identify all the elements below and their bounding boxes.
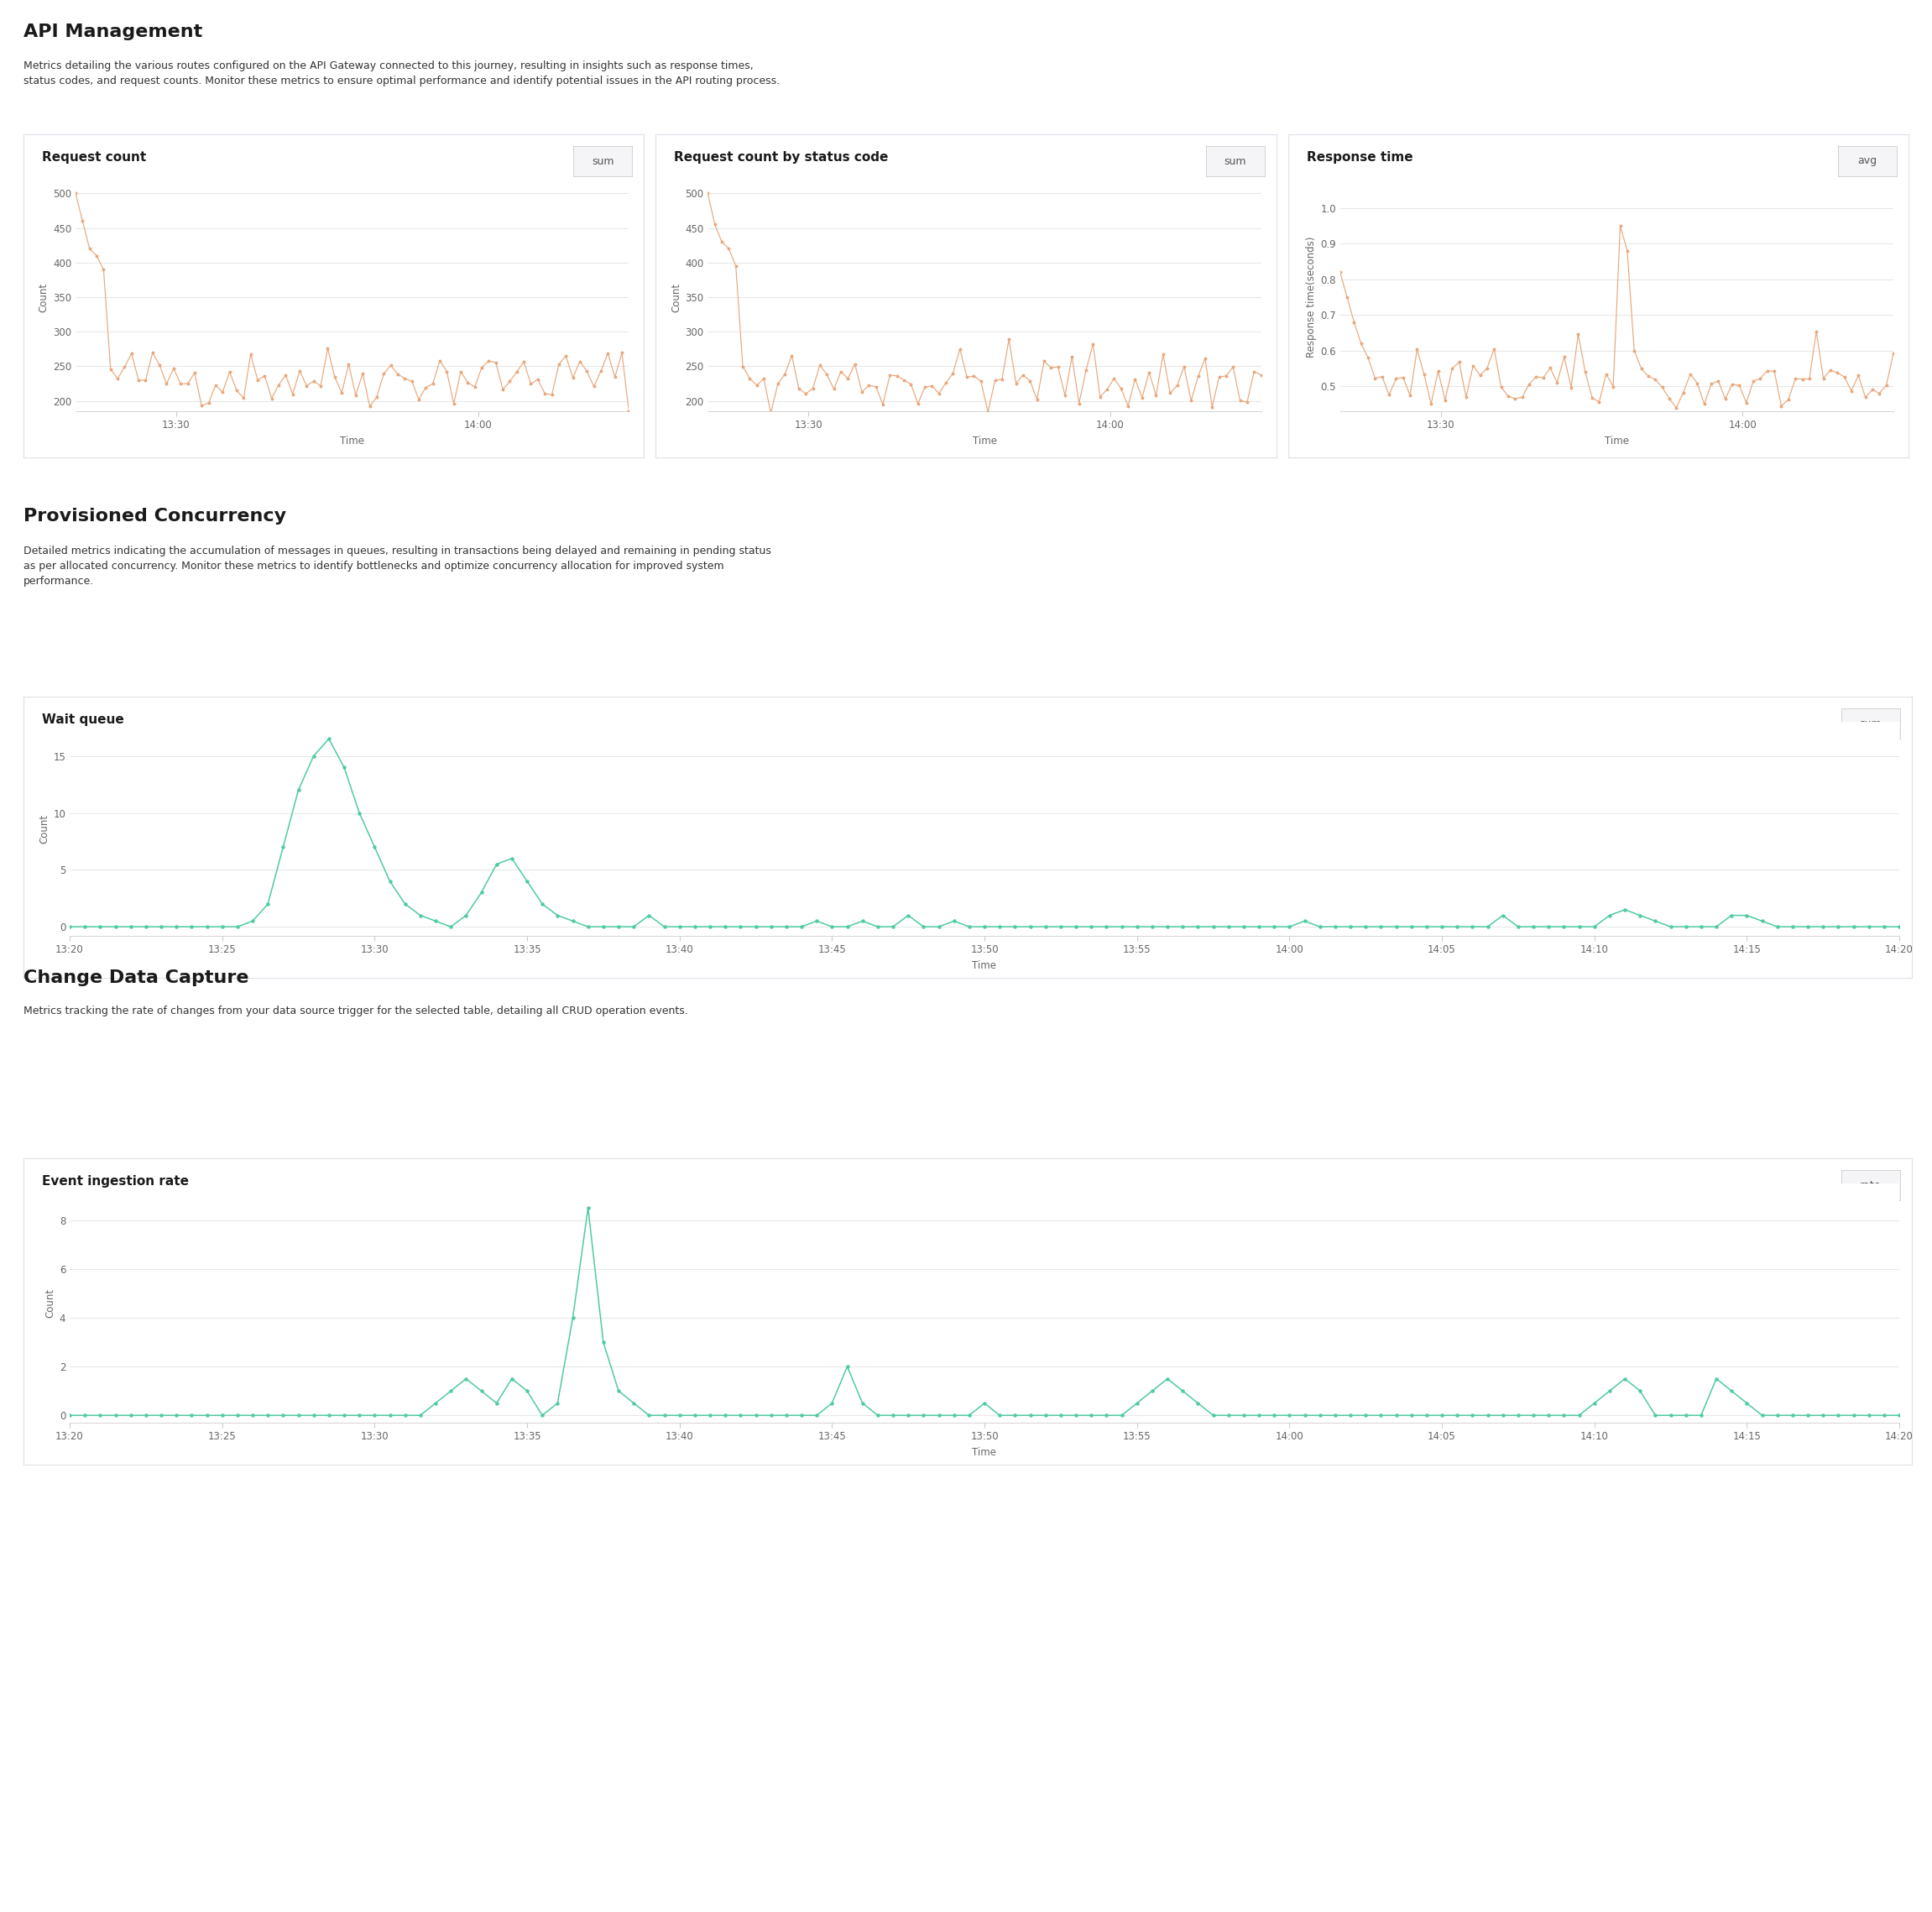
Text: rate: rate — [1861, 1180, 1882, 1191]
Text: Request count by status code: Request count by status code — [674, 151, 889, 164]
Text: Request count: Request count — [43, 151, 147, 164]
Y-axis label: Count: Count — [39, 283, 50, 312]
Text: Metrics tracking the rate of changes from your data source trigger for the selec: Metrics tracking the rate of changes fro… — [23, 1006, 688, 1017]
Text: sum: sum — [1225, 155, 1246, 166]
Text: sum: sum — [591, 155, 614, 166]
X-axis label: Time: Time — [972, 436, 997, 447]
Text: Change Data Capture: Change Data Capture — [23, 969, 249, 987]
Y-axis label: Count: Count — [670, 283, 682, 312]
Text: avg: avg — [1859, 155, 1878, 166]
Text: Metrics detailing the various routes configured on the API Gateway connected to : Metrics detailing the various routes con… — [23, 61, 781, 86]
Y-axis label: Count: Count — [44, 1289, 56, 1317]
Text: Response time: Response time — [1306, 151, 1412, 164]
Text: Provisioned Concurrency: Provisioned Concurrency — [23, 509, 286, 524]
Text: Event ingestion rate: Event ingestion rate — [43, 1176, 189, 1187]
Text: sum: sum — [1861, 719, 1882, 728]
Y-axis label: Response time(seconds): Response time(seconds) — [1306, 237, 1318, 358]
X-axis label: Time: Time — [340, 436, 365, 447]
Y-axis label: Count: Count — [39, 815, 50, 843]
X-axis label: Time: Time — [1605, 436, 1629, 447]
Text: Wait queue: Wait queue — [43, 713, 124, 727]
Text: API Management: API Management — [23, 23, 203, 40]
Text: Detailed metrics indicating the accumulation of messages in queues, resulting in: Detailed metrics indicating the accumula… — [23, 545, 771, 587]
X-axis label: Time: Time — [972, 960, 997, 971]
X-axis label: Time: Time — [972, 1447, 997, 1457]
